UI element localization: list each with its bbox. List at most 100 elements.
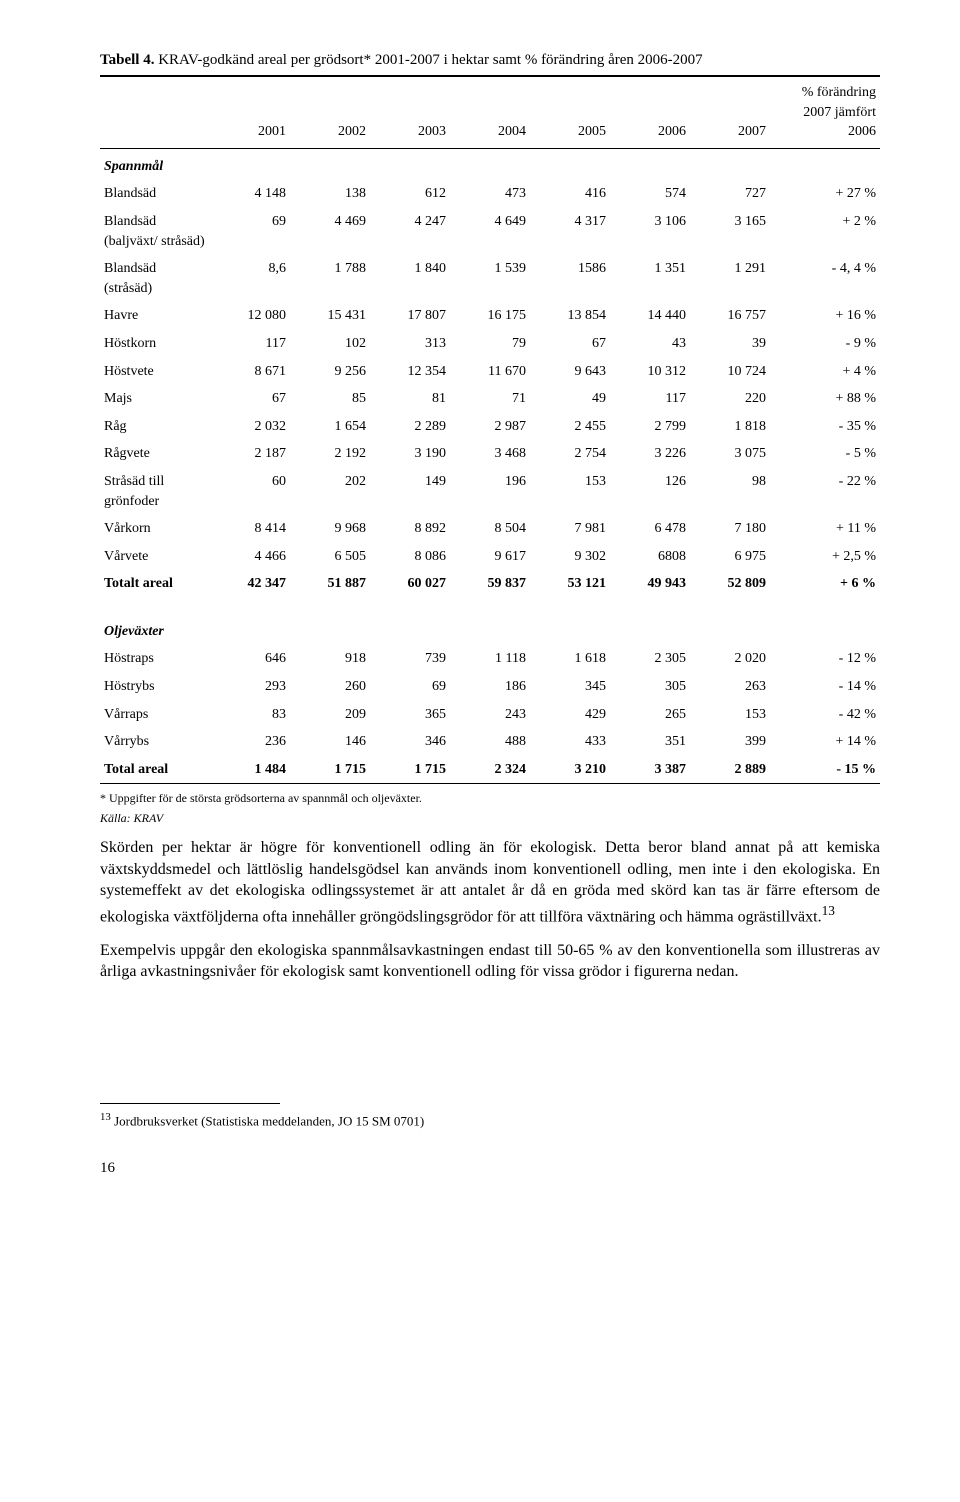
- table-row: Blandsäd (baljväxt/ stråsäd)694 4694 247…: [100, 208, 880, 255]
- cell-value: 8 671: [210, 358, 290, 386]
- table-row: Totalt areal42 34751 88760 02759 83753 1…: [100, 570, 880, 598]
- table-row: Stråsäd till grönfoder602021491961531269…: [100, 468, 880, 515]
- cell-value: 365: [370, 701, 450, 729]
- cell-value: 2 324: [450, 756, 530, 784]
- crop-name: Totalt areal: [100, 570, 210, 598]
- cell-value: 2 754: [530, 440, 610, 468]
- crop-name: Vårkorn: [100, 515, 210, 543]
- cell-value: + 2,5 %: [770, 543, 880, 571]
- section-label: Spannmål: [100, 148, 880, 180]
- cell-value: 574: [610, 180, 690, 208]
- cell-value: 202: [290, 468, 370, 515]
- cell-value: 2 032: [210, 413, 290, 441]
- cell-value: 60: [210, 468, 290, 515]
- cell-value: 433: [530, 728, 610, 756]
- cell-value: 138: [290, 180, 370, 208]
- cell-value: 8,6: [210, 255, 290, 302]
- cell-value: 3 387: [610, 756, 690, 784]
- table-row: Råg2 0321 6542 2892 9872 4552 7991 818- …: [100, 413, 880, 441]
- table-row: Majs6785817149117220+ 88 %: [100, 385, 880, 413]
- cell-value: + 27 %: [770, 180, 880, 208]
- cell-value: 42 347: [210, 570, 290, 598]
- cell-value: 17 807: [370, 302, 450, 330]
- cell-value: - 15 %: [770, 756, 880, 784]
- cell-value: 2 799: [610, 413, 690, 441]
- cell-value: 8 892: [370, 515, 450, 543]
- endnote-number: 13: [100, 1111, 111, 1123]
- cell-value: 69: [370, 673, 450, 701]
- cell-value: 81: [370, 385, 450, 413]
- table-footnote: * Uppgifter för de största grödsorterna …: [100, 790, 880, 807]
- cell-value: 71: [450, 385, 530, 413]
- cell-value: - 42 %: [770, 701, 880, 729]
- cell-value: 15 431: [290, 302, 370, 330]
- cell-value: 1 654: [290, 413, 370, 441]
- crop-name: Vårvete: [100, 543, 210, 571]
- cell-value: + 88 %: [770, 385, 880, 413]
- page-number: 16: [100, 1158, 880, 1179]
- cell-value: 7 180: [690, 515, 770, 543]
- table-row: Vårrybs236146346488433351399+ 14 %: [100, 728, 880, 756]
- cell-value: 4 469: [290, 208, 370, 255]
- cell-value: 10 724: [690, 358, 770, 386]
- cell-value: 488: [450, 728, 530, 756]
- col-change: % förändring 2007 jämfört 2006: [770, 76, 880, 148]
- cell-value: 39: [690, 330, 770, 358]
- footnote-separator: [100, 1103, 280, 1104]
- crop-name: Blandsäd (stråsäd): [100, 255, 210, 302]
- table-row: Total areal1 4841 7151 7152 3243 2103 38…: [100, 756, 880, 784]
- cell-value: 473: [450, 180, 530, 208]
- col-2006: 2006: [610, 76, 690, 148]
- cell-value: 1 539: [450, 255, 530, 302]
- cell-value: 4 148: [210, 180, 290, 208]
- cell-value: 16 757: [690, 302, 770, 330]
- footnote-marker: 13: [822, 903, 835, 918]
- cell-value: 117: [610, 385, 690, 413]
- cell-value: 1 618: [530, 645, 610, 673]
- cell-value: 85: [290, 385, 370, 413]
- table-header-row: 2001 2002 2003 2004 2005 2006 2007 % för…: [100, 76, 880, 148]
- cell-value: 186: [450, 673, 530, 701]
- cell-value: 12 080: [210, 302, 290, 330]
- cell-value: 2 305: [610, 645, 690, 673]
- cell-value: 11 670: [450, 358, 530, 386]
- cell-value: 727: [690, 180, 770, 208]
- cell-value: 3 226: [610, 440, 690, 468]
- cell-value: 7 981: [530, 515, 610, 543]
- crop-name: Blandsäd (baljväxt/ stråsäd): [100, 208, 210, 255]
- cell-value: 612: [370, 180, 450, 208]
- cell-value: 1 840: [370, 255, 450, 302]
- cell-value: 3 075: [690, 440, 770, 468]
- cell-value: - 12 %: [770, 645, 880, 673]
- cell-value: + 4 %: [770, 358, 880, 386]
- table-row: Vårkorn8 4149 9688 8928 5047 9816 4787 1…: [100, 515, 880, 543]
- cell-value: 4 466: [210, 543, 290, 571]
- table-row: Höstkorn11710231379674339- 9 %: [100, 330, 880, 358]
- crop-name: Höstraps: [100, 645, 210, 673]
- cell-value: 1 715: [290, 756, 370, 784]
- crop-name: Höstvete: [100, 358, 210, 386]
- table-source: Källa: KRAV: [100, 810, 880, 827]
- crop-name: Rågvete: [100, 440, 210, 468]
- col-2003: 2003: [370, 76, 450, 148]
- cell-value: 3 165: [690, 208, 770, 255]
- cell-value: 9 617: [450, 543, 530, 571]
- cell-value: 79: [450, 330, 530, 358]
- cell-value: 153: [690, 701, 770, 729]
- col-2004: 2004: [450, 76, 530, 148]
- cell-value: 51 887: [290, 570, 370, 598]
- table-row: Rågvete2 1872 1923 1903 4682 7543 2263 0…: [100, 440, 880, 468]
- cell-value: 2 187: [210, 440, 290, 468]
- cell-value: 9 643: [530, 358, 610, 386]
- table-row: Höstraps6469187391 1181 6182 3052 020- 1…: [100, 645, 880, 673]
- cell-value: 49 943: [610, 570, 690, 598]
- cell-value: - 9 %: [770, 330, 880, 358]
- section-label: Oljeväxter: [100, 598, 880, 646]
- cell-value: 1 788: [290, 255, 370, 302]
- body-paragraph-2: Exempelvis uppgår den ekologiska spannmå…: [100, 940, 880, 983]
- cell-value: 60 027: [370, 570, 450, 598]
- cell-value: 2 289: [370, 413, 450, 441]
- cell-value: 3 190: [370, 440, 450, 468]
- cell-value: 49: [530, 385, 610, 413]
- crop-name: Vårrybs: [100, 728, 210, 756]
